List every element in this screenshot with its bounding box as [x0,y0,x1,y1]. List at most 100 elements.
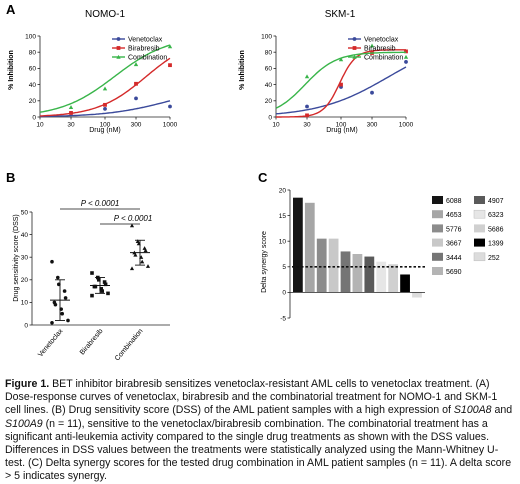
data-point-birabresib [339,82,343,87]
dss-point [63,296,68,300]
data-point-combination [304,74,310,79]
legend-label: 252 [488,255,500,262]
legend-label: 1399 [488,241,504,248]
y-tick-label: 40 [265,82,273,89]
dss-scatter-chart: Drug sensitivity score (DSS) P < 0.0001 … [13,199,170,362]
legend-label: Venetoclax [128,37,163,44]
data-point-combination [133,62,139,67]
legend-label: Venetoclax [364,37,399,44]
legend-label: Birabresib [128,46,160,53]
significance-label-1: P < 0.0001 [81,199,120,208]
data-point-birabresib [69,111,73,115]
dose-response-chart-skm1: SKM-1 % Inhibition Drug (nM) 0 20 40 60 80 10… [239,9,414,134]
delta-synergy-bar-chart: Delta synergy score -5 0 5 10 15 20 6088 4653 57… [261,187,504,322]
data-point-venetoclax [168,104,172,109]
legend-swatch [432,224,443,233]
data-point-birabresib [404,49,408,54]
dss-point [53,302,58,307]
y-tick-label: 5 [282,264,286,271]
dss-point [143,248,148,253]
x-tick-label: 100 [336,122,347,129]
fit-curve-combination [39,44,171,113]
bar-1399 [400,274,410,293]
significance-label-2: P < 0.0001 [114,214,153,223]
legend-label: 5686 [488,226,504,233]
dss-point [100,289,104,293]
x-tick-label: 10 [36,122,44,129]
data-point-combination [338,57,344,62]
legend-label: 4653 [446,212,462,219]
x-tick-label: Venetoclax [37,327,65,358]
bar-252 [412,292,422,298]
y-tick-label: 80 [265,50,273,57]
dose-response-chart-nomo1: NOMO-1 % Inhibition Drug (nM) 0 20 40 60 80 1… [8,9,178,134]
y-tick-label: 10 [279,239,287,246]
x-tick-label: 300 [367,122,378,129]
x-tick-label: 30 [303,122,311,129]
fit-curve-venetoclax [275,66,407,115]
y-tick-label: 80 [29,50,37,57]
dss-point [56,275,60,280]
data-point-birabresib [305,113,309,118]
legend-swatch [474,196,485,204]
bar-4653 [304,202,315,293]
dss-point [106,291,110,296]
y-tick-label: 100 [261,33,272,40]
y-axis-label: % Inhibition [8,50,15,90]
x-tick-label: 300 [131,122,142,129]
panel-label-a: A [6,2,16,17]
y-tick-label: 40 [29,82,37,89]
caption-gene-1: S100A8 [453,404,492,417]
legend-label: Combination [364,55,403,62]
caption-text-1: BET inhibitor birabresib sensitizes vene… [5,378,498,417]
legend-swatch [473,209,486,219]
data-point-combination [102,86,108,91]
y-tick-label: 60 [29,66,37,73]
legend-swatch [474,238,485,247]
data-point-birabresib [134,81,138,86]
data-point-birabresib [103,102,107,107]
y-tick-label: 0 [282,290,286,297]
y-axis-label: Delta synergy score [261,231,268,293]
legend-swatch [432,267,443,275]
x-tick-label: 10 [272,122,280,129]
x-tick-label: 30 [67,122,75,129]
legend-label: 5690 [446,269,462,276]
dss-point [140,259,145,264]
y-tick-label: 10 [21,300,29,307]
legend-label: 4907 [488,198,504,205]
data-point-combination [167,44,173,49]
caption-lead: Figure 1. [5,378,50,390]
fit-curve-venetoclax [40,100,171,118]
chart-title: NOMO-1 [85,9,125,20]
caption-text-2: and [491,404,513,417]
chart-title: SKM-1 [325,9,356,20]
y-tick-label: 60 [265,66,273,73]
bar-3667 [328,238,339,293]
y-tick-label: 50 [21,209,29,216]
bar-5776 [316,238,327,293]
y-tick-label: 20 [29,98,37,105]
dss-point [102,280,107,284]
legend-swatch [432,210,443,219]
data-point-venetoclax [305,104,309,109]
y-tick-label: 0 [24,322,28,329]
y-tick-label: 20 [21,277,29,284]
figure: A B C NOMO-1 % Inhibition Drug (nM) 0 20 4… [6,2,504,362]
legend-swatch [432,252,443,261]
x-tick-label: 1000 [399,122,414,129]
legend-marker [116,37,121,41]
legend-swatch [432,196,443,204]
data-point-venetoclax [370,90,374,95]
x-tick-label: Combination [114,328,145,363]
dss-point [93,284,98,289]
y-tick-label: 15 [279,213,287,220]
legend-label: 6088 [446,198,462,205]
bar-4907 [364,256,375,293]
y-tick-label: 20 [279,187,287,194]
legend-label: Combination [128,55,167,62]
y-tick-label: 30 [21,255,29,262]
panel-label-c: C [258,170,268,185]
dss-point [129,223,135,228]
dss-point [50,259,54,264]
